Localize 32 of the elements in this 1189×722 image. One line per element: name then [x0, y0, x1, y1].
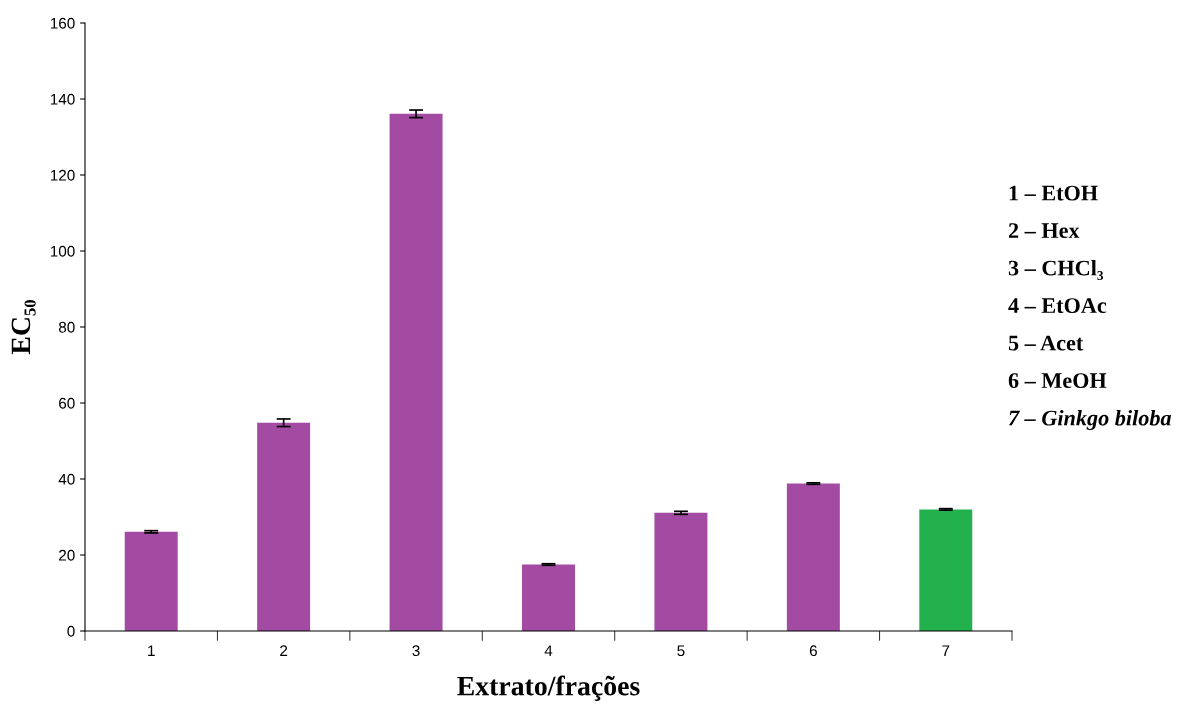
- x-axis-title: Extrato/frações: [457, 675, 640, 701]
- y-tick-label: 20: [59, 549, 75, 561]
- y-tick-label: 0: [67, 625, 75, 637]
- x-tick-label: 4: [544, 645, 553, 656]
- y-tick-label: 160: [50, 17, 75, 29]
- x-tick-label: 2: [280, 645, 288, 656]
- bar: [124, 531, 178, 631]
- y-tick-label: 140: [50, 93, 75, 105]
- bar: [786, 483, 840, 631]
- y-tick-label: 60: [59, 397, 75, 409]
- annotation: 4 – EtOAc: [1008, 298, 1107, 314]
- bar: [257, 422, 311, 631]
- bar: [522, 564, 575, 631]
- annotation: 3 – CHCl₃: [1008, 259, 1104, 280]
- annotation: 5 – Acet: [1008, 335, 1084, 351]
- x-tick-label: 1: [148, 645, 155, 656]
- x-tick-label: 3: [412, 645, 420, 657]
- x-tick-label: 6: [809, 645, 817, 657]
- annotation: 1 – EtOH: [1009, 185, 1098, 201]
- annotation: 6 – MeOH: [1008, 373, 1107, 389]
- x-tick-label: 5: [677, 645, 685, 657]
- bar: [389, 113, 443, 631]
- y-tick-label: 120: [50, 169, 75, 181]
- annotation: 7 – Ginkgo biloba: [1008, 409, 1172, 431]
- bar: [654, 512, 708, 631]
- annotation: 2 – Hex: [1008, 223, 1080, 239]
- y-tick-label: 80: [58, 321, 75, 333]
- y-tick-label: 100: [50, 245, 75, 257]
- y-tick-label: 40: [58, 473, 75, 485]
- bar: [919, 509, 973, 631]
- y-axis-title: EC₅₀: [11, 300, 36, 355]
- x-tick-label: 7: [942, 645, 950, 656]
